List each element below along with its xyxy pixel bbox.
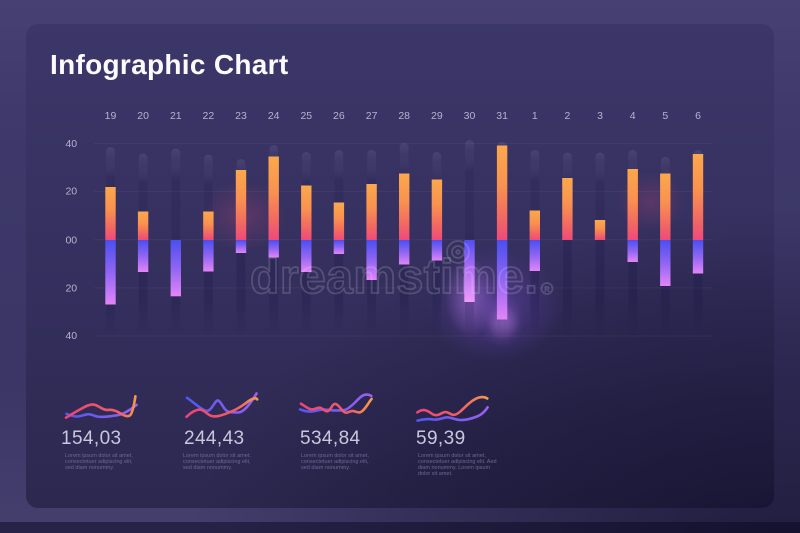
svg-text:22: 22	[203, 110, 215, 122]
svg-text:20: 20	[137, 110, 149, 122]
svg-text:00: 00	[65, 234, 77, 246]
svg-text:dreamstime.: dreamstime.	[250, 251, 538, 304]
svg-text:6: 6	[695, 110, 701, 122]
svg-text:24: 24	[268, 110, 280, 122]
svg-text:23: 23	[235, 110, 247, 122]
svg-text:40: 40	[65, 330, 77, 342]
svg-text:21: 21	[170, 110, 182, 122]
svg-text:25: 25	[300, 110, 312, 122]
svg-text:28: 28	[398, 110, 410, 122]
svg-text:5: 5	[662, 110, 668, 122]
svg-text:19: 19	[105, 110, 117, 122]
svg-text:R: R	[544, 287, 549, 294]
svg-text:29: 29	[431, 110, 443, 122]
svg-text:40: 40	[65, 138, 77, 150]
svg-text:30: 30	[464, 110, 476, 122]
svg-text:2: 2	[564, 110, 570, 122]
svg-text:4: 4	[630, 110, 636, 122]
svg-text:27: 27	[366, 110, 378, 122]
svg-text:31: 31	[496, 110, 508, 122]
svg-text:20: 20	[65, 283, 77, 295]
svg-text:1: 1	[532, 110, 538, 122]
svg-text:20: 20	[65, 186, 77, 198]
svg-text:3: 3	[597, 110, 603, 122]
svg-text:26: 26	[333, 110, 345, 122]
